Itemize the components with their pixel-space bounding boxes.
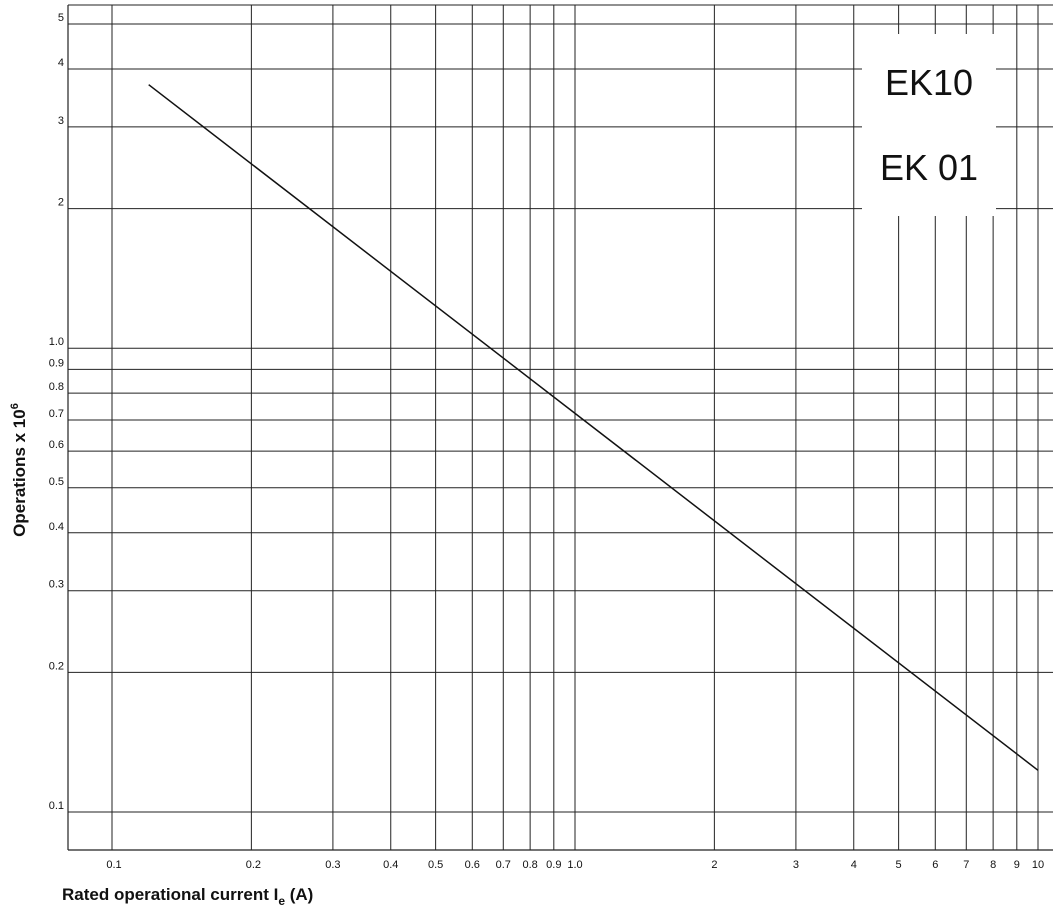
series-line xyxy=(148,84,1039,771)
x-tick-label: 3 xyxy=(793,859,799,871)
grid xyxy=(67,4,1053,851)
y-tick-label: 0.6 xyxy=(49,439,64,451)
y-axis-label: Operations x 106 xyxy=(9,403,29,537)
x-tick-label: 9 xyxy=(1014,859,1020,871)
x-tick-label: 5 xyxy=(896,859,902,871)
legend-entry: EK 01 xyxy=(880,147,978,188)
x-tick-label: 4 xyxy=(851,859,857,871)
x-tick-label: 1.0 xyxy=(567,859,582,871)
x-tick-label: 0.4 xyxy=(383,859,398,871)
x-tick-label: 0.8 xyxy=(522,859,537,871)
y-tick-label: 1.0 xyxy=(49,336,64,348)
x-tick-label: 7 xyxy=(963,859,969,871)
x-tick-label: 10 xyxy=(1032,859,1044,871)
x-tick-label: 0.5 xyxy=(428,859,443,871)
x-tick-label: 0.1 xyxy=(106,859,121,871)
legend: EK10 EK 01 xyxy=(862,34,996,216)
y-tick-label: 0.3 xyxy=(49,579,64,591)
y-tick-label: 2 xyxy=(58,197,64,209)
y-tick-label: 0.1 xyxy=(49,800,64,812)
x-tick-label: 0.9 xyxy=(546,859,561,871)
x-tick-label: 0.2 xyxy=(246,859,261,871)
y-tick-label: 4 xyxy=(58,57,64,69)
legend-box xyxy=(862,34,996,216)
x-tick-label: 0.7 xyxy=(496,859,511,871)
y-tick-label: 0.8 xyxy=(49,381,64,393)
series-group xyxy=(148,84,1039,771)
x-tick-label: 2 xyxy=(711,859,717,871)
y-tick-label: 0.5 xyxy=(49,476,64,488)
x-axis-label: Rated operational current Ie (A) xyxy=(62,885,313,908)
x-tick-label: 8 xyxy=(990,859,996,871)
y-tick-label: 0.4 xyxy=(49,521,64,533)
y-tick-label: 5 xyxy=(58,12,64,24)
y-tick-labels: 0.1 0.2 0.3 0.4 0.5 0.6 0.7 0.8 0.9 1.0 2 3 4 5 xyxy=(49,12,64,812)
legend-entry: EK10 xyxy=(885,62,973,103)
x-tick-label: 0.6 xyxy=(465,859,480,871)
y-tick-label: 0.9 xyxy=(49,357,64,369)
x-tick-labels: 0.1 0.2 0.3 0.4 0.5 0.6 0.7 0.8 0.9 1.0 2 3 4 5 6 7 8 9 10 xyxy=(106,859,1044,871)
x-tick-label: 0.3 xyxy=(325,859,340,871)
y-tick-label: 0.2 xyxy=(49,660,64,672)
y-tick-label: 0.7 xyxy=(49,408,64,420)
x-tick-label: 6 xyxy=(932,859,938,871)
y-tick-label: 3 xyxy=(58,115,64,127)
